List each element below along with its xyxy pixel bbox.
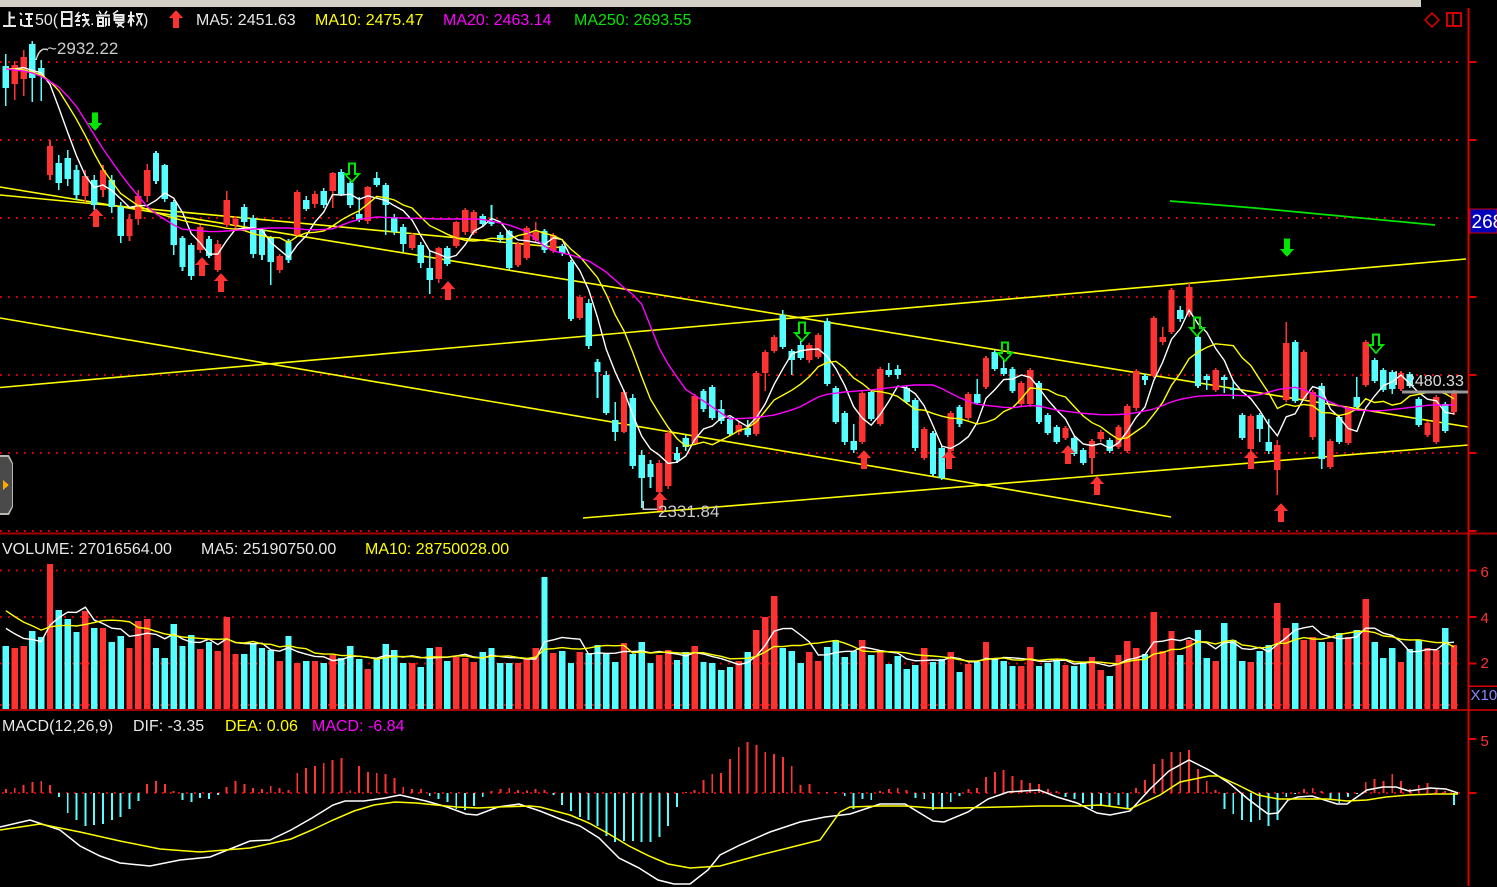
- svg-text:2: 2: [1481, 655, 1489, 672]
- svg-text:5: 5: [1481, 733, 1489, 750]
- svg-text:X10: X10: [1471, 687, 1497, 704]
- svg-text:2331.84: 2331.84: [658, 502, 719, 521]
- svg-text:MACD: -6.84: MACD: -6.84: [312, 718, 405, 735]
- svg-text:6: 6: [1481, 564, 1489, 581]
- svg-text:~2932.22: ~2932.22: [47, 39, 118, 58]
- svg-text:MA20: 2463.14: MA20: 2463.14: [443, 12, 552, 29]
- svg-text:VOLUME: 27016564.00: VOLUME: 27016564.00: [2, 541, 172, 558]
- svg-text:DIF: -3.35: DIF: -3.35: [133, 718, 204, 735]
- svg-text:DEA: 0.06: DEA: 0.06: [225, 718, 298, 735]
- svg-text:): ): [143, 12, 148, 29]
- svg-text:MA250: 2693.55: MA250: 2693.55: [574, 12, 692, 29]
- svg-text:50(: 50(: [35, 12, 59, 29]
- svg-text:.: .: [90, 12, 94, 29]
- svg-text:MA10: 2475.47: MA10: 2475.47: [315, 12, 424, 29]
- svg-text:268: 268: [1472, 212, 1497, 233]
- svg-text:MA5: 25190750.00: MA5: 25190750.00: [201, 541, 336, 558]
- svg-text:MA5: 2451.63: MA5: 2451.63: [196, 12, 296, 29]
- svg-text:MA10: 28750028.00: MA10: 28750028.00: [365, 541, 509, 558]
- svg-text:4: 4: [1481, 610, 1489, 627]
- svg-text:2480.33: 2480.33: [1406, 373, 1464, 390]
- svg-text:MACD(12,26,9): MACD(12,26,9): [2, 718, 113, 735]
